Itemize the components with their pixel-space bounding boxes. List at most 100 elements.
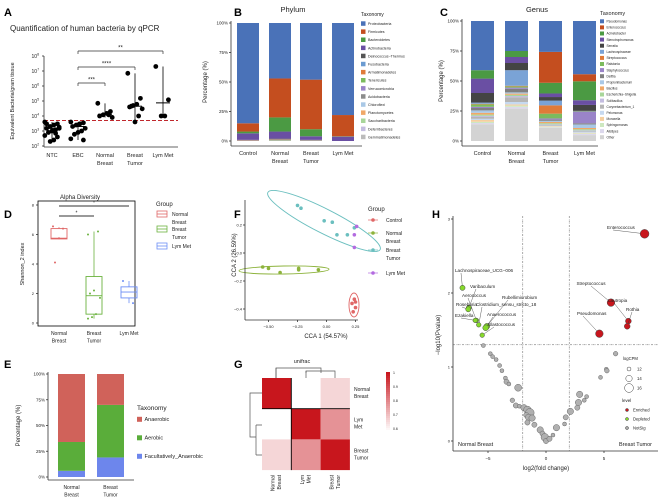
- bar-segment: [471, 121, 494, 123]
- y-axis-label: Equivalent Bacteria/gram tissue: [10, 62, 16, 139]
- x-tick-label: Control: [474, 151, 492, 157]
- x-tick-label: Breast: [87, 331, 102, 337]
- data-point: [95, 313, 97, 316]
- column-label: Tumor: [336, 475, 342, 490]
- data-point: [509, 397, 515, 403]
- x-tick-label: Breast: [127, 153, 143, 159]
- y-tick-exponent: 3: [37, 128, 39, 132]
- panel-label: F: [234, 209, 241, 221]
- x-tick-label: Tumor: [543, 159, 559, 165]
- x-tick-label: −0.25: [292, 324, 303, 329]
- legend-label: Other: [607, 135, 616, 139]
- colorbar-segment: [386, 426, 390, 429]
- data-point: [598, 375, 603, 380]
- data-point: [93, 289, 95, 292]
- legend-label: Firmicutes: [368, 30, 385, 34]
- data-point: [58, 237, 60, 240]
- data-point: [52, 225, 54, 228]
- bar-segment: [539, 127, 562, 141]
- bar-segment: [332, 23, 354, 116]
- data-point: [352, 297, 357, 302]
- bar-segment: [505, 86, 528, 88]
- ellipse-control: [348, 292, 360, 318]
- y-tick-label: 10: [31, 84, 37, 90]
- y-tick-label: 10: [31, 129, 37, 135]
- legend-swatch: [361, 61, 366, 67]
- cca-ellipses: [238, 190, 381, 318]
- leader-line: [486, 299, 509, 327]
- data-point: [552, 424, 560, 432]
- heatmap-cell: [262, 439, 292, 471]
- row-label: Breast: [354, 448, 369, 454]
- legend-swatch: [361, 110, 366, 115]
- colorbar-segment: [386, 416, 390, 419]
- bar-segment: [269, 23, 291, 79]
- x-tick-label: Tumor: [303, 159, 319, 165]
- x-tick-label: Breast: [52, 339, 67, 345]
- bar-segment: [471, 108, 494, 111]
- legend-swatch: [361, 29, 366, 34]
- bar-segment: [505, 108, 528, 141]
- bar-segment: [471, 114, 494, 116]
- heatmap-cell: [262, 408, 292, 440]
- legend-swatch: [361, 69, 366, 75]
- y-tick-label: 75%: [36, 397, 45, 402]
- bar-segment: [471, 115, 494, 117]
- legend-label: Sphingomonas: [607, 123, 629, 127]
- data-point: [75, 130, 81, 135]
- colorbar-segment: [386, 396, 390, 399]
- data-point: [47, 124, 53, 129]
- y-tick-exponent: 4: [37, 113, 39, 117]
- data-point: [472, 317, 478, 323]
- data-point: [72, 131, 77, 137]
- bar-segment: [58, 374, 85, 442]
- panel-label: H: [432, 209, 440, 221]
- bar-segment: [539, 119, 562, 121]
- legend-swatch: [600, 31, 604, 36]
- bar-segment: [505, 102, 528, 105]
- data-point: [158, 113, 164, 119]
- data-point: [482, 324, 489, 331]
- bar-segment: [269, 131, 291, 139]
- heatmap-cell: [262, 378, 292, 409]
- bar-segment: [539, 51, 562, 83]
- colorbar-tick-label: 0.8: [393, 399, 398, 403]
- data-point: [49, 128, 55, 134]
- bar-segment: [471, 112, 494, 115]
- y-tick-label: 6: [32, 232, 35, 237]
- legend-label: Deferribacteres: [368, 127, 393, 131]
- point-label: Lachnospiraceae_UCG−006: [455, 268, 514, 273]
- row-label: Normal: [354, 387, 370, 393]
- legend-title: logCPM: [623, 356, 638, 361]
- y-tick-label: 10: [31, 54, 37, 60]
- x-tick-label: Lym Met: [153, 153, 174, 159]
- legend-swatch: [361, 102, 366, 107]
- data-point: [351, 310, 355, 314]
- legend-swatch: [361, 118, 366, 123]
- leader-line: [612, 229, 645, 234]
- bar-segment: [505, 106, 528, 109]
- legend-label: Alistipes: [607, 129, 619, 133]
- data-point: [138, 95, 143, 101]
- bar-segment: [573, 74, 596, 82]
- bar-segment: [471, 117, 494, 119]
- data-point: [295, 203, 300, 208]
- colorbar-segment: [386, 422, 390, 425]
- data-point: [44, 121, 49, 127]
- x-tick-label: Normal: [63, 485, 79, 491]
- x-tick-label: 5: [603, 456, 606, 461]
- bar-segment: [97, 404, 124, 458]
- legend-label: Control: [386, 218, 402, 224]
- legend-label: Enriched: [633, 408, 650, 413]
- significance-label: ****: [102, 62, 112, 68]
- data-point: [132, 119, 138, 125]
- x-tick-label: −0.50: [263, 324, 274, 329]
- data-point: [109, 115, 115, 120]
- x-tick-label: Tumor: [127, 161, 143, 167]
- data-point: [479, 332, 485, 338]
- data-point: [576, 390, 584, 398]
- bar-segment: [573, 133, 596, 136]
- legend-label: Armatimonadetes: [368, 71, 396, 75]
- legend-title: level: [622, 398, 631, 403]
- colorbar-segment: [386, 384, 390, 387]
